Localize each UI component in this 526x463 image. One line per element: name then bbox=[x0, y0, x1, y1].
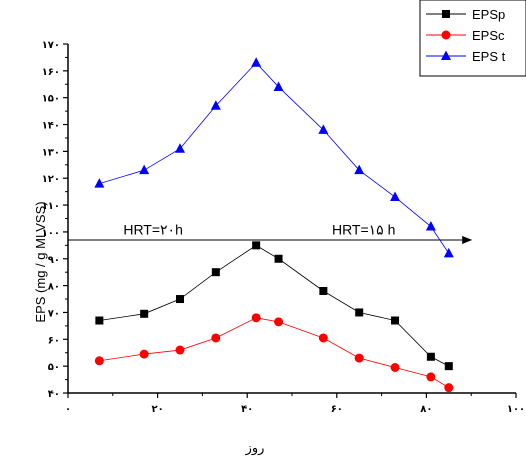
data-point-square bbox=[176, 295, 184, 304]
series-layer bbox=[94, 57, 454, 393]
data-point-triangle bbox=[441, 50, 451, 60]
data-point-square bbox=[442, 10, 450, 18]
data-point-triangle bbox=[210, 100, 221, 110]
x-tick-label: ۸۰ bbox=[420, 404, 432, 415]
legend-label: EPSp bbox=[472, 7, 505, 22]
data-point-triangle bbox=[175, 143, 185, 153]
y-tick-label: ۷۰ bbox=[48, 308, 60, 319]
data-point-square bbox=[211, 268, 220, 277]
data-point-circle bbox=[211, 333, 221, 343]
y-tick-label: ۱۷۰ bbox=[42, 40, 60, 51]
data-point-circle bbox=[318, 333, 328, 343]
legend-item: EPSp bbox=[426, 7, 505, 22]
y-tick-label: ۶۰ bbox=[48, 335, 60, 346]
data-point-circle bbox=[175, 345, 185, 355]
y-tick-label: ۱۵۰ bbox=[42, 94, 60, 105]
data-point-circle bbox=[390, 362, 400, 372]
y-tick-label: ۱۰۰ bbox=[42, 228, 60, 239]
data-point-square bbox=[444, 362, 453, 371]
y-tick-label: ۱۳۰ bbox=[42, 147, 60, 158]
legend-box bbox=[419, 0, 526, 77]
data-point-square bbox=[355, 308, 364, 317]
data-point-square bbox=[274, 254, 283, 263]
data-point-triangle bbox=[273, 81, 284, 91]
x-tick-label: ۶۰ bbox=[331, 404, 343, 415]
x-tick-label: ۴۰ bbox=[241, 404, 253, 415]
data-point-triangle bbox=[318, 124, 329, 134]
y-tick-label: ۵۰ bbox=[48, 362, 60, 373]
data-point-triangle bbox=[251, 57, 262, 67]
y-tick-label: ۱۴۰ bbox=[42, 121, 60, 132]
legend: EPSp EPSc EPS t bbox=[419, 0, 526, 77]
series-line bbox=[99, 244, 449, 367]
data-point-square bbox=[426, 352, 435, 361]
data-point-square bbox=[391, 316, 400, 325]
data-point-circle bbox=[441, 30, 451, 40]
data-point-triangle bbox=[425, 221, 436, 231]
data-point-triangle bbox=[139, 164, 150, 175]
data-point-circle bbox=[354, 353, 364, 363]
data-point-circle bbox=[274, 317, 284, 327]
data-point-square bbox=[140, 309, 149, 318]
data-point-square bbox=[252, 241, 261, 250]
data-point-circle bbox=[139, 349, 149, 359]
hrt-label: HRT=۱۵ h bbox=[332, 222, 395, 238]
x-tick-label: ۲۰ bbox=[151, 404, 163, 415]
data-point-triangle bbox=[354, 164, 365, 175]
data-point-triangle bbox=[443, 247, 454, 258]
data-point-circle bbox=[94, 356, 104, 366]
y-tick-label: ۱۲۰ bbox=[42, 174, 60, 185]
data-point-triangle bbox=[94, 178, 105, 188]
x-tick-label: ۰ bbox=[65, 404, 71, 415]
data-point-square bbox=[319, 286, 328, 295]
legend-label: EPSc bbox=[472, 28, 505, 43]
y-tick-label: ۴۰ bbox=[48, 389, 60, 400]
legend-label: EPS t bbox=[472, 49, 506, 64]
annotation-layer: HRT=۲۰h HRT=۱۵ h bbox=[123, 222, 395, 238]
y-tick-label: ۱۱۰ bbox=[42, 201, 60, 212]
data-point-triangle bbox=[390, 191, 401, 202]
x-tick-label: ۱۰۰ bbox=[507, 404, 525, 415]
series-line bbox=[99, 317, 450, 388]
data-point-circle bbox=[444, 383, 454, 393]
data-point-circle bbox=[251, 313, 261, 323]
y-tick-label: ۸۰ bbox=[48, 282, 60, 293]
hrt-label: HRT=۲۰h bbox=[123, 222, 183, 238]
axes: ۴۰ ۵۰ ۶۰ ۷۰ ۸۰ ۹۰ ۱۰۰ ۱۱۰ ۱۲۰ ۱۳۰ ۱۴۰ ۱۵۰ ۱۶۰ ۱۷۰ ۰ ۲۰ ۴… bbox=[42, 40, 525, 415]
legend-item: EPS t bbox=[426, 49, 506, 64]
y-tick-label: ۱۶۰ bbox=[42, 67, 60, 78]
data-point-square bbox=[95, 316, 104, 325]
series-epsc bbox=[94, 313, 454, 393]
legend-item: EPSc bbox=[426, 28, 505, 43]
y-tick-label: ۹۰ bbox=[48, 255, 60, 266]
data-point-circle bbox=[426, 372, 436, 382]
series-eps-t bbox=[94, 57, 454, 258]
y-axis-title: EPS (mg / g MLVSS) bbox=[33, 201, 48, 322]
series-epsp bbox=[95, 241, 453, 371]
x-axis-title: روز bbox=[245, 440, 265, 456]
